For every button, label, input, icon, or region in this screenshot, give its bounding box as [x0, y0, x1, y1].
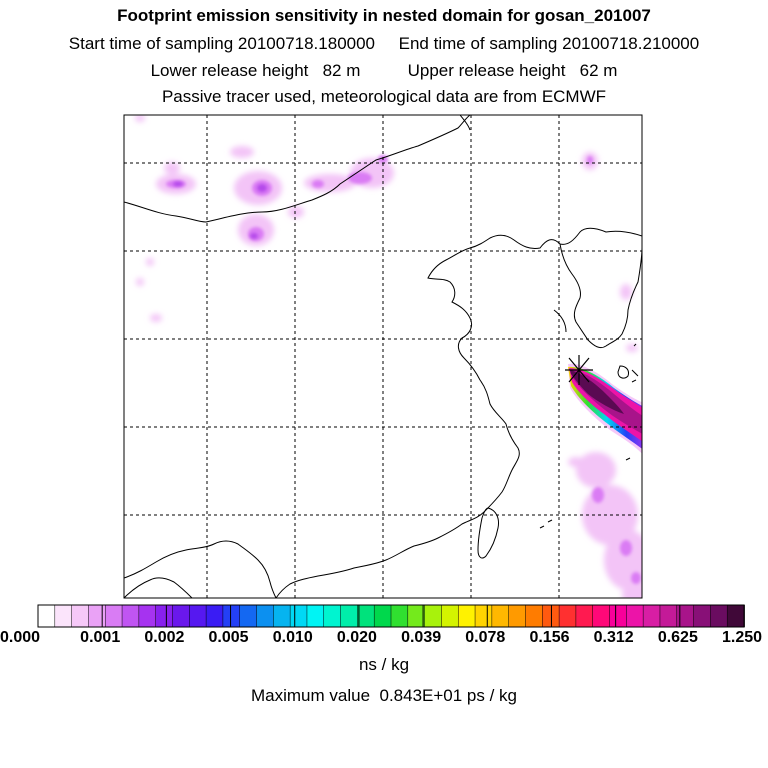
colorbar-swatch	[441, 604, 460, 628]
start-value: 20100718.180000	[237, 34, 376, 53]
max-value-number: 0.843E+01 ps / kg	[379, 686, 518, 705]
colorbar-tick-label: 0.010	[272, 629, 313, 646]
colorbar-swatch	[273, 604, 291, 628]
colorbar-swatch	[323, 604, 342, 628]
colorbar-swatch	[609, 604, 628, 628]
colorbar-swatch	[138, 604, 157, 628]
colorbar-units: ns / kg	[358, 655, 410, 674]
colorbar-swatch	[424, 604, 443, 628]
colorbar-swatch	[693, 604, 712, 628]
colorbar-swatch	[710, 604, 729, 628]
colorbar-swatch	[222, 604, 241, 628]
sensitivity-field	[135, 115, 642, 598]
grid-lines	[124, 115, 642, 598]
colorbar-swatch	[726, 604, 745, 628]
map-area	[124, 115, 642, 598]
colorbar-tick-label: 0.002	[144, 629, 185, 646]
end-value: 20100718.210000	[562, 34, 700, 53]
colorbar-swatch	[71, 604, 90, 628]
colorbar-swatch	[508, 604, 527, 628]
colorbar-swatch	[289, 604, 308, 628]
colorbar-tick-label: 0.078	[465, 629, 506, 646]
release-heights: Lower release height 82 m Upper release …	[0, 61, 768, 81]
colorbar-swatch	[121, 604, 140, 628]
lower-value: 82 m	[322, 61, 361, 80]
colorbar-swatch	[88, 604, 107, 628]
release-point-star-icon	[565, 355, 593, 385]
colorbar-swatch	[340, 604, 359, 628]
colorbar-swatch	[205, 604, 224, 628]
colorbar-swatch	[357, 604, 376, 628]
coastlines	[124, 115, 642, 598]
colorbar-swatch	[189, 604, 207, 628]
colorbar-swatch	[256, 604, 275, 628]
colorbar-swatch	[54, 604, 73, 628]
colorbar-tick-label: 0.312	[593, 629, 634, 646]
map-frame	[123, 114, 643, 599]
colorbar-swatch	[575, 604, 594, 628]
max-value: Maximum value 0.843E+01 ps / kg	[0, 686, 768, 706]
plot-title: Footprint emission sensitivity in nested…	[117, 6, 651, 25]
colorbar-tick-label: 1.250	[722, 629, 763, 646]
colorbar-swatch	[491, 604, 510, 628]
sampling-times: Start time of sampling 20100718.180000 E…	[0, 34, 768, 54]
colorbar-swatch	[592, 604, 611, 628]
colorbar-tick-label: 0.001	[80, 629, 121, 646]
upper-label: Upper release height	[407, 61, 566, 80]
colorbar-swatch	[659, 604, 678, 628]
colorbar-tick-label: 0.005	[208, 629, 249, 646]
upper-value: 62 m	[579, 61, 618, 80]
lower-label: Lower release height	[150, 61, 309, 80]
colorbar-swatch	[642, 604, 661, 628]
colorbar-swatch	[155, 604, 174, 628]
end-label: End time of sampling	[398, 34, 558, 53]
colorbar-swatch	[525, 604, 544, 628]
colorbar-swatch	[306, 604, 325, 628]
colorbar-tick-label: 0.625	[657, 629, 698, 646]
colorbar-swatch	[37, 604, 56, 628]
colorbar-tick-label: 0.039	[401, 629, 442, 646]
start-label: Start time of sampling	[68, 34, 234, 53]
colorbar-swatch	[172, 604, 191, 628]
colorbar-swatch	[558, 604, 577, 628]
colorbar-tick-label: 0.156	[529, 629, 570, 646]
colorbar-swatch	[373, 604, 392, 628]
colorbar-tick-label: 0.000	[0, 629, 41, 646]
colorbar-swatch	[626, 604, 644, 628]
colorbar-swatch	[457, 604, 476, 628]
tracer-note: Passive tracer used, meteorological data…	[161, 87, 607, 106]
colorbar-swatch	[390, 604, 409, 628]
colorbar-swatch	[104, 604, 123, 628]
max-value-label: Maximum value	[250, 686, 371, 705]
colorbar-swatch	[239, 604, 258, 628]
plume	[568, 363, 642, 454]
colorbar-major-ticks	[37, 605, 745, 627]
colorbar-swatch	[474, 604, 493, 628]
colorbar	[37, 604, 745, 628]
colorbar-tick-label: 0.020	[336, 629, 377, 646]
